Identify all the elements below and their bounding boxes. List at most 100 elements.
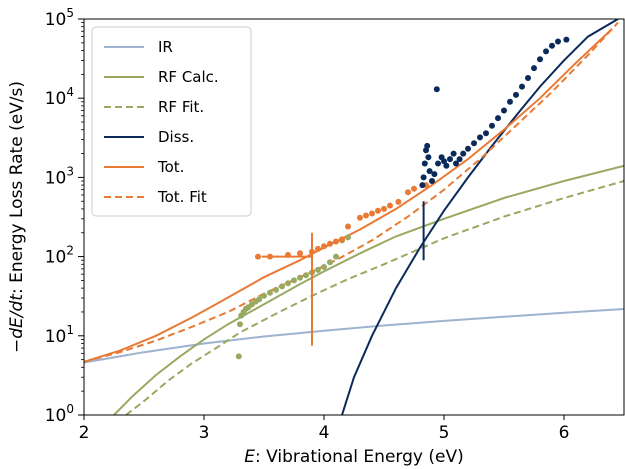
data-point-1-3 <box>297 250 303 257</box>
data-point-1-11 <box>357 214 363 221</box>
series-line-0 <box>84 308 624 364</box>
y-tick-label-2: 102 <box>45 244 74 268</box>
legend-label-2: RF Fit. <box>158 98 204 116</box>
data-point-1-10 <box>345 223 351 230</box>
y-tick-label-1: 101 <box>45 323 74 347</box>
data-point-2-25 <box>507 98 513 105</box>
x-tick-label-3: 5 <box>439 423 450 443</box>
data-point-0-11 <box>273 286 279 293</box>
data-point-2-26 <box>513 91 519 98</box>
x-axis-label: E: Vibrational Energy (eV) <box>244 447 463 467</box>
data-point-2-8 <box>431 171 438 178</box>
data-point-2-35 <box>433 86 440 93</box>
series-line-1 <box>113 164 624 415</box>
data-point-2-7 <box>429 178 435 184</box>
data-point-1-19 <box>411 185 417 192</box>
data-point-0-15 <box>297 274 303 281</box>
data-point-2-22 <box>489 122 495 129</box>
data-point-2-30 <box>537 56 543 63</box>
data-point-2-5 <box>425 154 432 161</box>
data-point-1-16 <box>387 202 393 209</box>
legend-label-0: IR <box>158 38 173 56</box>
data-point-2-23 <box>495 115 501 122</box>
data-point-0-12 <box>279 283 285 290</box>
y-tick-label-0: 100 <box>45 402 74 426</box>
data-point-2-20 <box>477 134 483 141</box>
data-point-2-29 <box>531 65 537 72</box>
data-point-2-0 <box>419 182 426 189</box>
data-point-1-18 <box>405 189 411 196</box>
data-point-2-12 <box>443 162 450 169</box>
data-point-2-32 <box>549 42 555 49</box>
data-point-0-1 <box>237 321 243 328</box>
data-point-2-21 <box>483 130 489 137</box>
series-line-2 <box>125 180 624 415</box>
data-point-2-28 <box>525 75 531 81</box>
data-point-0-13 <box>285 280 291 287</box>
data-point-1-7 <box>327 240 333 247</box>
data-point-2-19 <box>471 140 477 147</box>
data-point-2-14 <box>450 150 457 157</box>
data-point-0-8 <box>256 296 263 303</box>
data-point-0-19 <box>321 264 327 270</box>
errorbar-layer <box>261 201 425 346</box>
x-tick-label-4: 6 <box>559 423 570 443</box>
plot-frame <box>83 18 625 416</box>
plot-area <box>84 19 624 415</box>
data-point-1-6 <box>321 243 327 250</box>
legend: IR RF Calc. RF Fit. Diss. Tot. Tot. Fit <box>91 26 252 217</box>
data-point-0-21 <box>333 253 339 260</box>
data-point-0-0 <box>235 353 242 360</box>
data-point-2-34 <box>563 36 570 43</box>
data-point-1-0 <box>255 253 261 260</box>
data-point-0-9 <box>261 292 267 299</box>
data-point-2-18 <box>465 145 471 152</box>
x-tick-label-2: 4 <box>319 423 330 443</box>
data-point-0-23 <box>345 234 351 241</box>
data-point-0-16 <box>303 272 309 279</box>
series-line-3 <box>341 19 619 415</box>
data-point-0-18 <box>315 266 321 273</box>
data-point-0-20 <box>327 259 333 266</box>
data-point-2-31 <box>543 48 549 55</box>
legend-label-5: Tot. Fit <box>157 188 207 206</box>
data-point-2-4 <box>424 142 431 149</box>
series-line-5 <box>84 21 619 363</box>
data-point-1-5 <box>315 245 321 252</box>
data-point-2-17 <box>460 150 467 157</box>
y-tick-label-4: 104 <box>45 85 74 109</box>
data-point-2-9 <box>435 160 441 167</box>
data-point-2-33 <box>555 38 561 45</box>
data-point-1-15 <box>381 205 387 212</box>
data-point-1-12 <box>363 212 369 219</box>
ticks-layer: 2 3 4 5 6 100 101 102 103 104 105 <box>45 6 570 443</box>
data-point-0-14 <box>291 277 297 284</box>
data-point-2-24 <box>501 107 507 114</box>
data-point-2-15 <box>453 160 459 167</box>
data-point-2-27 <box>519 83 525 90</box>
data-point-2-1 <box>420 174 427 181</box>
data-point-1-8 <box>333 238 339 245</box>
y-tick-label-3: 103 <box>45 164 74 188</box>
data-point-1-17 <box>395 198 402 205</box>
legend-label-4: Tot. <box>157 158 184 176</box>
data-point-1-14 <box>375 207 381 214</box>
data-point-0-10 <box>267 289 273 296</box>
data-point-1-13 <box>369 210 375 217</box>
x-tick-label-0: 2 <box>79 423 90 443</box>
points-layer <box>235 36 570 360</box>
data-point-2-16 <box>456 156 463 163</box>
legend-box <box>91 26 252 217</box>
data-point-2-6 <box>426 168 433 175</box>
data-point-2-2 <box>421 160 428 167</box>
legend-label-1: RF Calc. <box>158 68 219 86</box>
data-point-2-13 <box>447 156 453 163</box>
y-tick-label-5: 105 <box>45 6 74 30</box>
data-point-1-9 <box>339 236 345 243</box>
x-tick-label-1: 3 <box>199 423 210 443</box>
y-axis-label: −dE/dt: Energy Loss Rate (eV/s) <box>7 81 27 353</box>
data-point-2-11 <box>441 158 447 165</box>
legend-label-3: Diss. <box>158 128 194 146</box>
legend-entries: IR RF Calc. RF Fit. Diss. Tot. Tot. Fit <box>104 38 219 206</box>
